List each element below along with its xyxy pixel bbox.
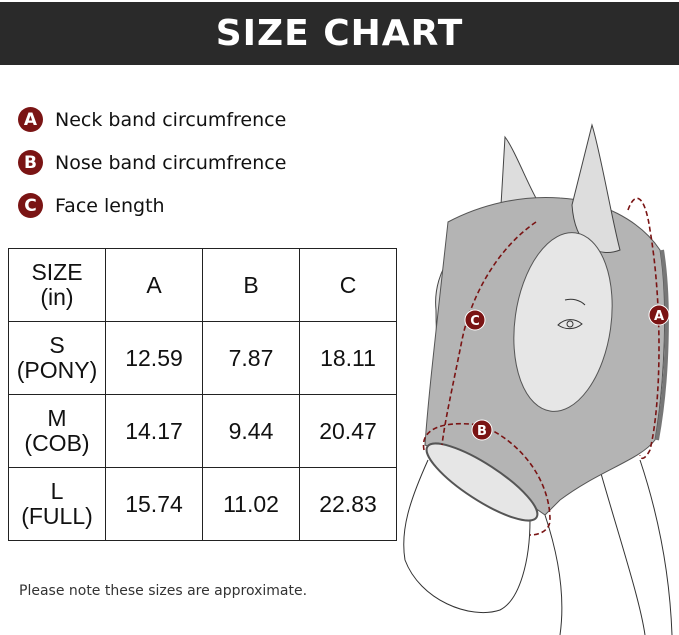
eye-opening [513, 232, 613, 412]
diagram-badge-b: B [471, 419, 493, 441]
table-row: S (PONY) 12.59 7.87 18.11 [8, 321, 397, 395]
size-sub: (FULL) [21, 503, 93, 529]
cell-a: 14.17 [105, 394, 203, 468]
cell-a: 12.59 [105, 321, 203, 395]
cell-c: 18.11 [299, 321, 397, 395]
legend-item: B Nose band circumfrence [18, 141, 286, 184]
badge-a: A [18, 107, 43, 132]
size-label: M [47, 405, 67, 431]
measure-line-c [441, 221, 537, 446]
header-b: B [202, 248, 300, 322]
badge-c: C [18, 193, 43, 218]
page-title: SIZE CHART [215, 13, 464, 54]
horse-neck-outline [544, 459, 673, 635]
cell-b: 7.87 [202, 321, 300, 395]
size-sub: (PONY) [16, 357, 98, 383]
diagram-badge-c: C [464, 309, 486, 331]
header-size: SIZE (in) [8, 248, 106, 322]
legend-item: C Face length [18, 184, 286, 227]
cell-c: 22.83 [299, 467, 397, 541]
nose-opening [425, 442, 539, 522]
size-cell: L (FULL) [8, 467, 106, 541]
size-label: S [49, 332, 65, 358]
size-cell: S (PONY) [8, 321, 106, 395]
cell-b: 11.02 [202, 467, 300, 541]
legend-label: Nose band circumfrence [55, 151, 287, 174]
header-c: C [299, 248, 397, 322]
svg-text:C: C [470, 314, 480, 329]
header-banner: SIZE CHART [0, 2, 679, 65]
svg-text:A: A [654, 309, 664, 324]
measure-line-a [627, 197, 660, 460]
header-a: A [105, 248, 203, 322]
neck-band-edge [655, 249, 669, 441]
badge-b: B [18, 150, 43, 175]
size-sub: (COB) [24, 430, 90, 456]
legend: A Neck band circumfrence B Nose band circu… [18, 98, 286, 227]
cell-b: 9.44 [202, 394, 300, 468]
left-ear [499, 135, 541, 223]
eye-icon [557, 298, 586, 330]
legend-label: Neck band circumfrence [55, 108, 287, 131]
size-label: L [50, 478, 64, 504]
diagram-badge-a: A [648, 304, 670, 326]
svg-text:B: B [477, 424, 487, 439]
right-ear [571, 123, 621, 254]
legend-item: A Neck band circumfrence [18, 98, 286, 141]
mask-body [424, 196, 666, 516]
cell-a: 15.74 [105, 467, 203, 541]
measure-line-b [422, 422, 551, 536]
legend-label: Face length [55, 194, 165, 217]
approximate-note: Please note these sizes are approximate. [19, 583, 308, 599]
table-header-row: SIZE (in) A B C [8, 248, 397, 322]
size-table: SIZE (in) A B C S (PONY) 12.59 7.87 18.11… [8, 248, 397, 541]
table-row: M (COB) 14.17 9.44 20.47 [8, 394, 397, 468]
left-flap [435, 254, 456, 401]
horse-muzzle-outline [403, 459, 531, 614]
table-row: L (FULL) 15.74 11.02 22.83 [8, 467, 397, 541]
cell-c: 20.47 [299, 394, 397, 468]
size-cell: M (COB) [8, 394, 106, 468]
